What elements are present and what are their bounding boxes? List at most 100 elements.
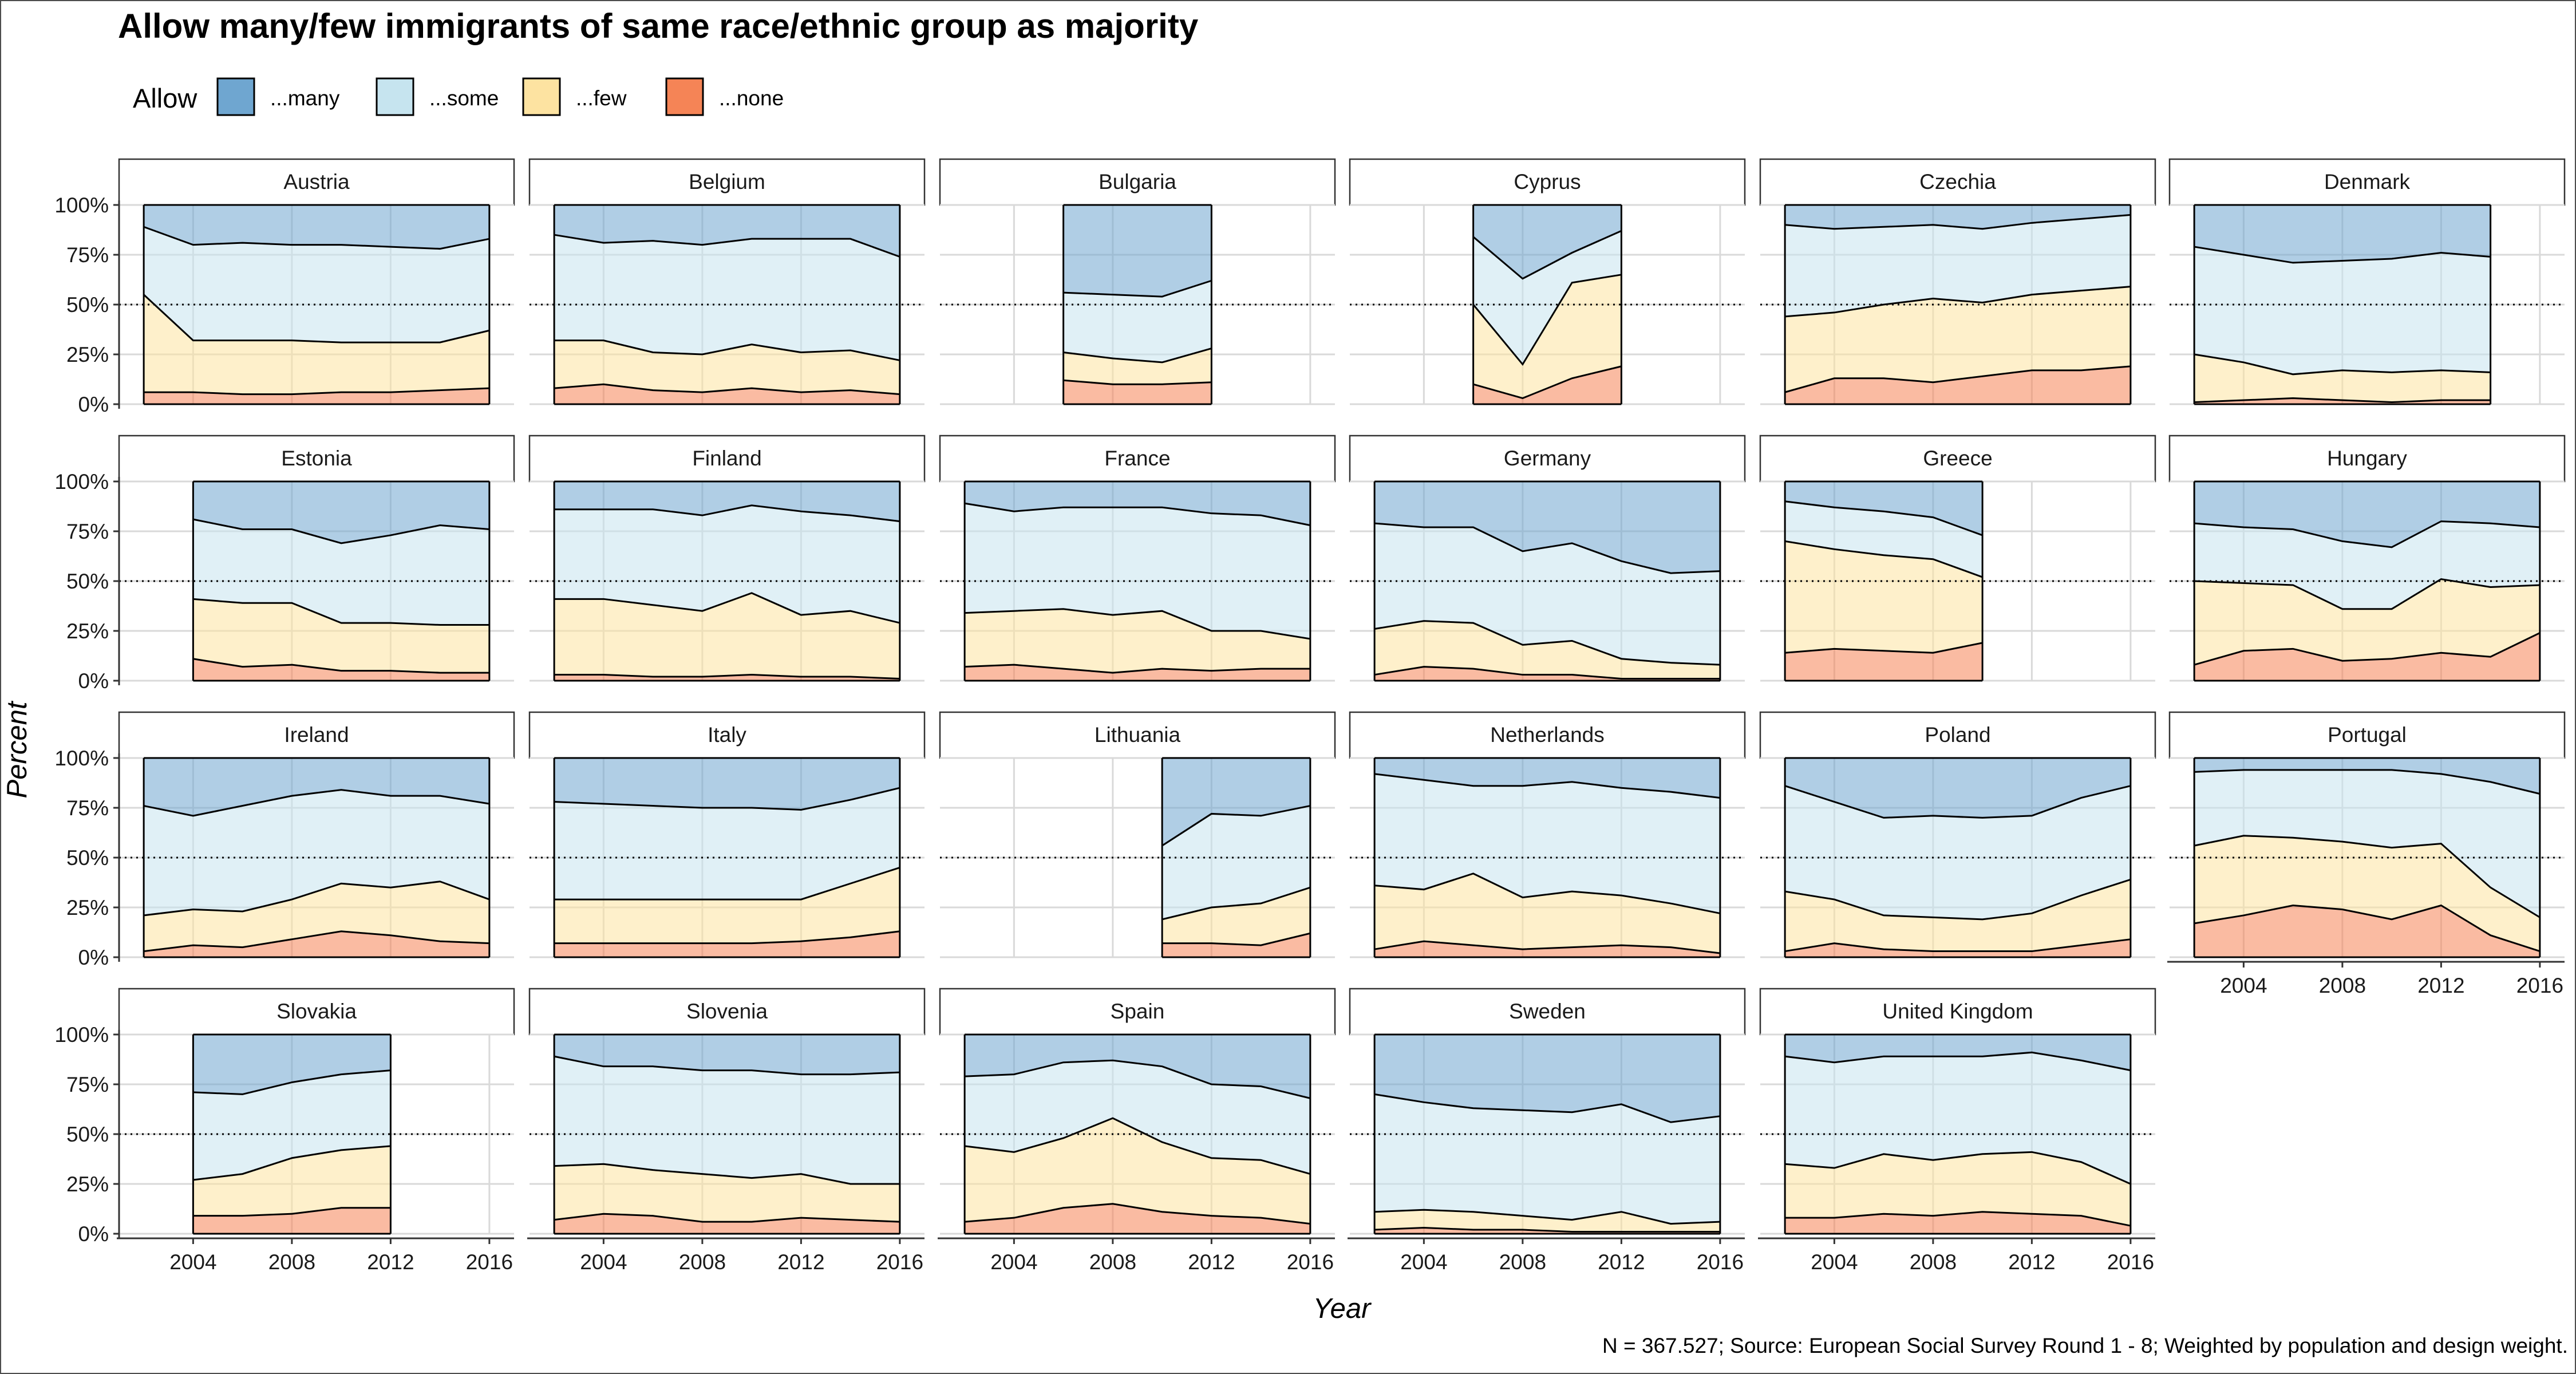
area-few [1785, 286, 2131, 393]
area-few [2194, 579, 2540, 665]
boundary-line-none [554, 930, 900, 945]
x-tick-label: 2008 [268, 1250, 315, 1274]
y-tick-label: 0% [78, 946, 109, 969]
boundary-line-none [1374, 1227, 1720, 1233]
boundary-line-none [1784, 938, 2131, 953]
area-some [554, 1056, 900, 1184]
area-many [1063, 205, 1212, 297]
x-tick-label: 2004 [2220, 974, 2267, 997]
boundary-line-few [1785, 286, 2131, 318]
area-some [193, 519, 489, 625]
area-some [2194, 769, 2540, 918]
area-some [144, 789, 489, 915]
panel-title: Slovenia [686, 1000, 768, 1023]
boundary-line-some [1784, 785, 2131, 819]
boundary-line-none [1063, 379, 1212, 385]
panel-strip [1349, 988, 1746, 1036]
boundary-line-few [1374, 872, 1721, 914]
legend-swatch-many [216, 77, 255, 116]
area-few [2194, 835, 2540, 951]
area-some [554, 505, 900, 623]
y-tick-label: 50% [66, 293, 109, 317]
area-few [1785, 1152, 2131, 1226]
boundary-line-none [1374, 666, 1720, 680]
boundary-line-some [143, 226, 490, 250]
boundary-line-few [1374, 1209, 1720, 1225]
area-few [554, 340, 900, 394]
area-many [1473, 205, 1622, 279]
panel-strip [118, 988, 515, 1036]
panel-greece: Greece [1759, 435, 2156, 682]
y-tick-label: 25% [66, 1172, 109, 1196]
boundary-line-few [1785, 1151, 2131, 1185]
area-many [2194, 481, 2540, 547]
boundary-line-none [193, 658, 489, 674]
area-few [144, 294, 489, 394]
panel-title: Hungary [2327, 447, 2407, 470]
panel-united-kingdom: United Kingdom 2004 2008 2012 2016 [1758, 988, 2156, 1274]
x-tick-label: 2004 [1811, 1250, 1858, 1274]
panel-title: United Kingdom [1882, 1000, 2033, 1023]
area-many [2194, 758, 2540, 794]
boundary-line-none [1785, 1211, 2131, 1227]
boundary-line-none [1785, 642, 1983, 654]
x-tick-label: 2008 [1089, 1250, 1136, 1274]
area-some [1785, 785, 2131, 919]
area-many [1162, 758, 1310, 846]
panel-title: Belgium [689, 170, 765, 194]
boundary-line-some [964, 502, 1311, 527]
area-none [1785, 642, 1983, 681]
y-axis-label: Percent [2, 700, 33, 798]
area-none [144, 931, 489, 957]
area-some [1374, 523, 1720, 665]
y-tick-label: 50% [66, 1123, 109, 1146]
area-some [1063, 281, 1212, 362]
y-tick-label: 0% [78, 669, 109, 693]
panel-strip [1759, 158, 2156, 206]
panel-spain: Spain 2004 2008 2012 2016 [938, 988, 1336, 1274]
legend-label-some: ...some [429, 86, 499, 110]
panel-title: Ireland [284, 723, 349, 747]
y-tick-label: 100% [54, 470, 109, 493]
panel-denmark: Denmark [2168, 158, 2566, 405]
panel-title: Netherlands [1490, 723, 1605, 747]
boundary-line-few [965, 608, 1311, 640]
x-tick-label: 2012 [2008, 1250, 2055, 1274]
y-tick-label: 75% [66, 520, 109, 543]
panel-strip [2168, 711, 2566, 759]
area-few [965, 1118, 1310, 1224]
area-few [2194, 354, 2491, 402]
boundary-line-none [554, 1213, 900, 1223]
boundary-line-some [1063, 279, 1212, 298]
y-tick-label: 75% [66, 1073, 109, 1096]
area-few [1162, 887, 1310, 946]
area-many [554, 481, 900, 522]
x-tick-label: 2008 [2319, 974, 2366, 997]
panel-title: Greece [1923, 447, 1992, 470]
panel-strip [118, 435, 515, 483]
y-tick-label: 100% [54, 747, 109, 770]
area-many [965, 481, 1310, 526]
area-none [193, 1207, 391, 1234]
panel-title: Czechia [1919, 170, 1996, 194]
area-few [1374, 621, 1720, 679]
boundary-line-few [2194, 578, 2540, 610]
area-some [965, 503, 1310, 639]
panel-title: Finland [692, 447, 761, 470]
area-none [193, 658, 489, 681]
area-none [1374, 941, 1720, 957]
panel-strip [939, 435, 1336, 483]
panel-strip [528, 988, 926, 1036]
boundary-line-some [1784, 1051, 2131, 1072]
area-many [1374, 481, 1720, 574]
y-tick-label: 100% [54, 194, 109, 217]
boundary-line-none [965, 664, 1310, 674]
y-tick-label: 25% [66, 343, 109, 366]
boundary-line-none [2194, 632, 2541, 666]
boundary-line-few [1784, 878, 2131, 921]
panel-slovenia: Slovenia 2004 2008 2012 2016 [527, 988, 926, 1274]
area-many [1785, 1035, 2131, 1071]
area-some [554, 235, 900, 361]
y-tick-label: 25% [66, 896, 109, 919]
boundary-line-some [965, 1059, 1311, 1099]
